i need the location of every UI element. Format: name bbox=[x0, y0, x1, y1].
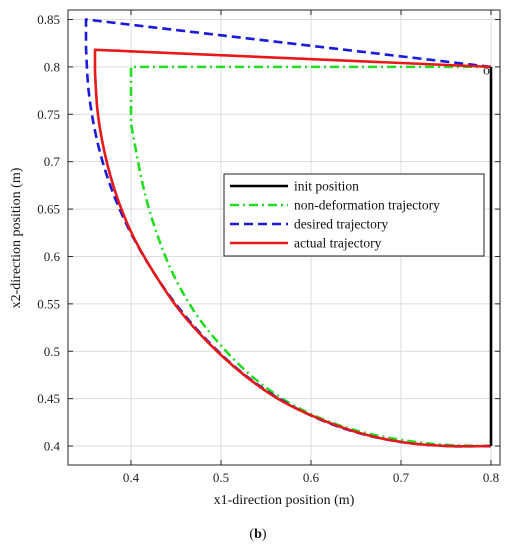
legend-label-init-position: init position bbox=[294, 179, 359, 194]
y-tick-label-7: 0.75 bbox=[37, 107, 60, 122]
series-layer bbox=[84, 18, 493, 448]
x-tick-label-3: 0.7 bbox=[393, 470, 410, 485]
y-tick-label-2: 0.5 bbox=[44, 344, 60, 359]
caption-letter: b bbox=[254, 527, 262, 542]
figure-caption: (b) bbox=[249, 527, 266, 542]
legend-label-non-deformation-trajectory: non-deformation trajectory bbox=[294, 198, 440, 213]
tick-marks bbox=[68, 10, 500, 465]
x-tick-label-4: 0.8 bbox=[483, 470, 499, 485]
x-tick-labels: 0.4 0.5 0.6 0.7 0.8 bbox=[123, 470, 499, 485]
caption-open: ( bbox=[249, 527, 254, 542]
x-axis-label: x1-direction position (m) bbox=[214, 493, 355, 508]
y-tick-label-4: 0.6 bbox=[44, 249, 61, 264]
caption-close: ) bbox=[262, 527, 267, 542]
legend: init position non-deformation trajectory d… bbox=[223, 173, 485, 257]
y-tick-label-6: 0.7 bbox=[44, 154, 61, 169]
y-axis-label: x2-direction position (m) bbox=[9, 167, 24, 308]
plot-frame bbox=[67, 9, 501, 466]
legend-label-actual-trajectory: actual trajectory bbox=[294, 236, 382, 251]
annotation-o: o bbox=[483, 64, 490, 79]
legend-label-desired-trajectory: desired trajectory bbox=[294, 217, 388, 232]
series-line-actual-trajectory bbox=[93, 48, 492, 448]
y-tick-label-5: 0.65 bbox=[37, 202, 60, 217]
y-tick-label-9: 0.85 bbox=[37, 12, 60, 27]
y-tick-label-0: 0.4 bbox=[44, 439, 61, 454]
y-tick-label-8: 0.8 bbox=[44, 59, 60, 74]
y-tick-label-3: 0.55 bbox=[37, 296, 60, 311]
x-tick-label-1: 0.5 bbox=[213, 470, 229, 485]
x-tick-label-2: 0.6 bbox=[303, 470, 320, 485]
y-tick-label-1: 0.45 bbox=[37, 391, 60, 406]
x-tick-label-0: 0.4 bbox=[123, 470, 140, 485]
y-tick-labels: 0.4 0.45 0.5 0.55 0.6 0.65 0.7 0.75 0.8 0.85 bbox=[37, 12, 60, 454]
